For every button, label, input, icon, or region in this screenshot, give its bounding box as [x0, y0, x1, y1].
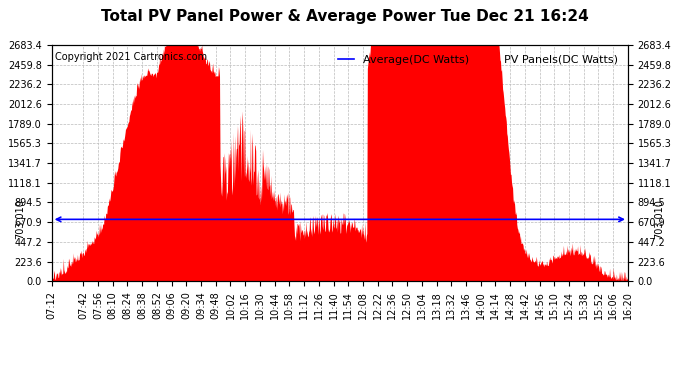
Text: Copyright 2021 Cartronics.com: Copyright 2021 Cartronics.com — [55, 52, 207, 62]
Legend: Average(DC Watts), PV Panels(DC Watts): Average(DC Watts), PV Panels(DC Watts) — [333, 51, 622, 69]
Text: Total PV Panel Power & Average Power Tue Dec 21 16:24: Total PV Panel Power & Average Power Tue… — [101, 9, 589, 24]
Text: 703.010: 703.010 — [655, 200, 664, 239]
Text: 703.010: 703.010 — [15, 200, 25, 239]
